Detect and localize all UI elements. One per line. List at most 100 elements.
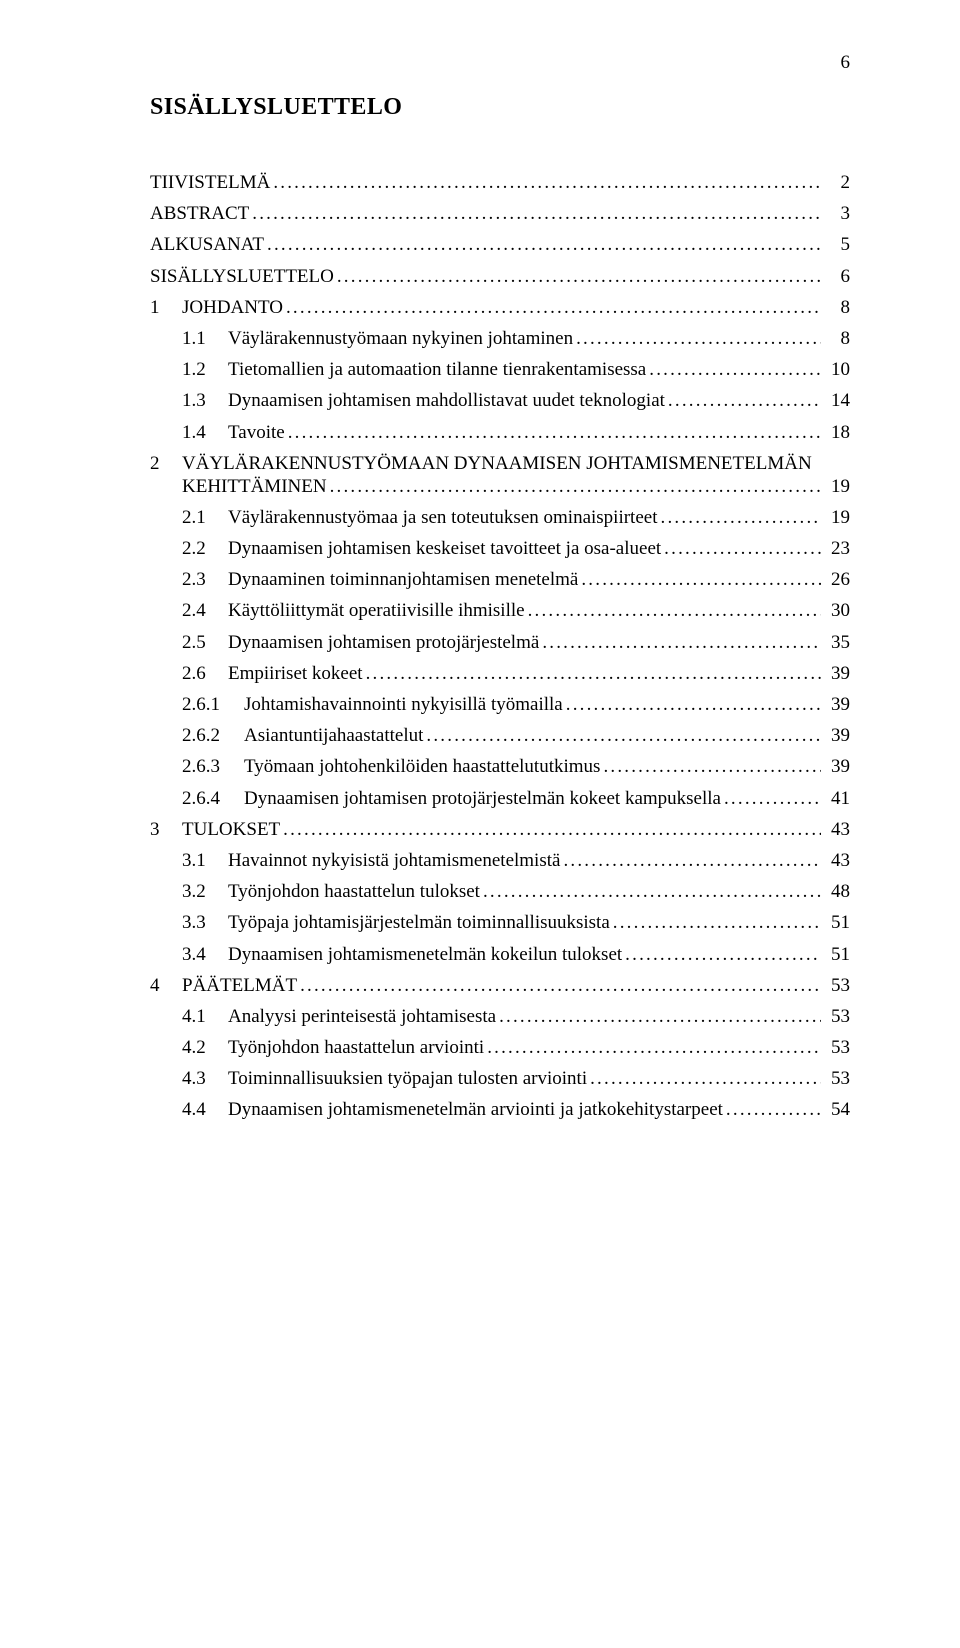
toc-entry: 4.3Toiminnallisuuksien työpajan tulosten… bbox=[182, 1069, 850, 1088]
toc-label: VÄYLÄRAKENNUSTYÖMAAN DYNAAMISEN JOHTAMIS… bbox=[182, 454, 812, 473]
toc-number: 4.4 bbox=[182, 1100, 228, 1119]
toc-number: 2.6.3 bbox=[182, 757, 244, 776]
toc-page: 18 bbox=[824, 423, 850, 442]
toc-page: 53 bbox=[824, 1007, 850, 1026]
toc-entry: 3.1Havainnot nykyisistä johtamismenetelm… bbox=[182, 851, 850, 870]
document-page: 6 SISÄLLYSLUETTELO TIIVISTELMÄ 2 ABSTRACT 3… bbox=[0, 0, 960, 1210]
toc-label: Työpaja johtamisjärjestelmän toiminnalli… bbox=[228, 913, 610, 932]
toc-leader bbox=[625, 945, 821, 964]
toc-label-cont: KEHITTÄMINEN bbox=[182, 477, 327, 496]
toc-entry: 2.3Dynaaminen toiminnanjohtamisen menete… bbox=[182, 570, 850, 589]
toc-label: Asiantuntijahaastattelut bbox=[244, 726, 423, 745]
toc-leader bbox=[649, 360, 821, 379]
toc-page: 19 bbox=[824, 477, 850, 496]
toc-label: Tavoite bbox=[228, 423, 285, 442]
toc-label: Työnjohdon haastattelun tulokset bbox=[228, 882, 480, 901]
toc-page: 43 bbox=[824, 820, 850, 839]
toc-entry: 2.6.1Johtamishavainnointi nykyisillä työ… bbox=[182, 695, 850, 714]
toc-label: Tietomallien ja automaation tilanne tien… bbox=[228, 360, 646, 379]
toc-entry: 4.1Analyysi perinteisestä johtamisesta53 bbox=[182, 1007, 850, 1026]
toc-leader bbox=[273, 173, 821, 192]
toc-number: 2.4 bbox=[182, 601, 228, 620]
toc-leader bbox=[603, 757, 821, 776]
page-number: 6 bbox=[841, 52, 851, 74]
toc-label: Havainnot nykyisistä johtamismenetelmist… bbox=[228, 851, 560, 870]
toc-label: ALKUSANAT bbox=[150, 235, 264, 254]
toc-label: Dynaamisen johtamismenetelmän kokeilun t… bbox=[228, 945, 622, 964]
toc-leader bbox=[566, 695, 821, 714]
toc-number: 2.1 bbox=[182, 508, 228, 527]
toc-number: 2.6 bbox=[182, 664, 228, 683]
toc-entry: 2.6.2Asiantuntijahaastattelut 39 bbox=[182, 726, 850, 745]
toc-page: 14 bbox=[824, 391, 850, 410]
toc-leader bbox=[499, 1007, 821, 1026]
toc-label: Dynaamisen johtamisen keskeiset tavoitte… bbox=[228, 539, 661, 558]
toc-label: Analyysi perinteisestä johtamisesta bbox=[228, 1007, 496, 1026]
toc-leader bbox=[563, 851, 821, 870]
toc-leader bbox=[528, 601, 821, 620]
toc-page: 2 bbox=[824, 173, 850, 192]
toc-entry: 1.1Väylärakennustyömaan nykyinen johtami… bbox=[182, 329, 850, 348]
toc-entry: 2VÄYLÄRAKENNUSTYÖMAAN DYNAAMISEN JOHTAMI… bbox=[150, 454, 850, 496]
toc-page: 19 bbox=[824, 508, 850, 527]
toc-page: 53 bbox=[824, 1069, 850, 1088]
toc-label: TIIVISTELMÄ bbox=[150, 173, 270, 192]
toc-entry: ALKUSANAT5 bbox=[150, 235, 850, 254]
toc-label: Työmaan johtohenkilöiden haastattelututk… bbox=[244, 757, 600, 776]
toc-leader bbox=[286, 298, 821, 317]
toc-label: Dynaamisen johtamisen protojärjestelmän … bbox=[244, 789, 721, 808]
toc-leader bbox=[726, 1100, 821, 1119]
toc-page: 54 bbox=[824, 1100, 850, 1119]
toc-number: 1 bbox=[150, 298, 182, 317]
toc-label: Väylärakennustyömaan nykyinen johtaminen bbox=[228, 329, 573, 348]
toc-page: 6 bbox=[824, 267, 850, 286]
toc-number: 2.6.2 bbox=[182, 726, 244, 745]
toc-entry: 2.1Väylärakennustyömaa ja sen toteutukse… bbox=[182, 508, 850, 527]
toc-leader bbox=[483, 882, 821, 901]
toc-leader bbox=[288, 423, 821, 442]
toc-number: 1.4 bbox=[182, 423, 228, 442]
toc-page: 43 bbox=[824, 851, 850, 870]
toc-leader bbox=[724, 789, 821, 808]
toc-label: ABSTRACT bbox=[150, 204, 249, 223]
toc-entry: 4.4Dynaamisen johtamismenetelmän arvioin… bbox=[182, 1100, 850, 1119]
toc-label: Dynaamisen johtamismenetelmän arviointi … bbox=[228, 1100, 723, 1119]
toc-page: 3 bbox=[824, 204, 850, 223]
toc-leader bbox=[581, 570, 821, 589]
toc-page: 41 bbox=[824, 789, 850, 808]
toc-page: 39 bbox=[824, 757, 850, 776]
toc-entry: 3.3Työpaja johtamisjärjestelmän toiminna… bbox=[182, 913, 850, 932]
toc-leader bbox=[252, 204, 821, 223]
toc-leader bbox=[613, 913, 821, 932]
toc-label: SISÄLLYSLUETTELO bbox=[150, 267, 334, 286]
toc-entry: 2.6.3Työmaan johtohenkilöiden haastattel… bbox=[182, 757, 850, 776]
toc-number: 2.5 bbox=[182, 633, 228, 652]
toc-label: Dynaamisen johtamisen protojärjestelmä bbox=[228, 633, 539, 652]
page-title: SISÄLLYSLUETTELO bbox=[150, 94, 850, 121]
toc-number: 4.2 bbox=[182, 1038, 228, 1057]
toc-entry: SISÄLLYSLUETTELO 6 bbox=[150, 267, 850, 286]
toc-page: 39 bbox=[824, 726, 850, 745]
toc-page: 8 bbox=[824, 298, 850, 317]
toc-entry: 2.5Dynaamisen johtamisen protojärjestelm… bbox=[182, 633, 850, 652]
toc-entry: 3.4Dynaamisen johtamismenetelmän kokeilu… bbox=[182, 945, 850, 964]
toc-number: 1.1 bbox=[182, 329, 228, 348]
toc-page: 39 bbox=[824, 695, 850, 714]
toc-leader bbox=[330, 477, 821, 496]
toc-number: 3.1 bbox=[182, 851, 228, 870]
toc-number: 1.2 bbox=[182, 360, 228, 379]
toc-number: 2.6.4 bbox=[182, 789, 244, 808]
toc-label: Työnjohdon haastattelun arviointi bbox=[228, 1038, 484, 1057]
toc-page: 51 bbox=[824, 945, 850, 964]
toc-page: 35 bbox=[824, 633, 850, 652]
toc-leader bbox=[576, 329, 821, 348]
toc-label: Toiminnallisuuksien työpajan tulosten ar… bbox=[228, 1069, 587, 1088]
toc-leader bbox=[337, 267, 821, 286]
toc-label: JOHDANTO bbox=[182, 298, 283, 317]
toc-number: 2.6.1 bbox=[182, 695, 244, 714]
toc-page: 30 bbox=[824, 601, 850, 620]
toc-entry: 3TULOKSET43 bbox=[150, 820, 850, 839]
toc-leader bbox=[300, 976, 821, 995]
toc-entry: 1.3Dynaamisen johtamisen mahdollistavat … bbox=[182, 391, 850, 410]
toc-leader bbox=[267, 235, 821, 254]
